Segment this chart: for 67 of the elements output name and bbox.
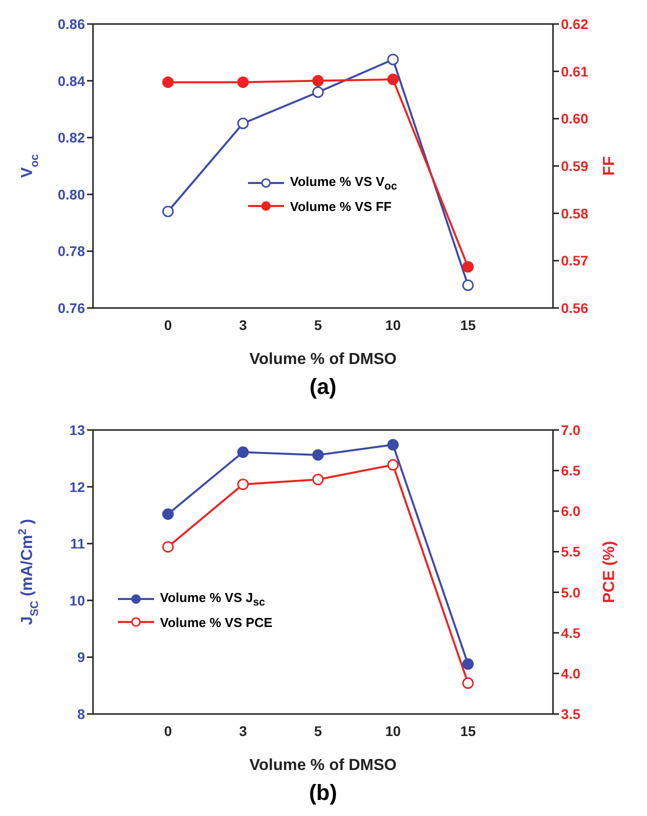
- point: [162, 541, 174, 553]
- x-tick-label: 3: [239, 316, 248, 333]
- point: [237, 478, 249, 490]
- point: [312, 474, 324, 486]
- point: [162, 508, 174, 520]
- point: [312, 75, 324, 87]
- point: [162, 76, 174, 88]
- y-tick-label: 13: [69, 422, 86, 438]
- point: [462, 261, 474, 273]
- y2-tick-label: 0.59: [561, 158, 588, 174]
- y-tick-label: 0.86: [58, 16, 86, 32]
- y-tick-label: 0.80: [58, 186, 86, 202]
- y2-tick-label: 6.0: [561, 503, 581, 520]
- y-tick-label: 11: [70, 536, 86, 552]
- y2-tick-label: 0.57: [561, 252, 588, 269]
- y-tick-label: 0.76: [58, 300, 86, 316]
- y2-tick-label: 5.0: [561, 584, 581, 600]
- y2-tick-label: 0.60: [561, 110, 588, 127]
- text: (b): [308, 780, 338, 806]
- y2-tick-label: 4.0: [561, 665, 581, 682]
- x-tick-label: 10: [385, 722, 401, 739]
- point: [387, 459, 399, 471]
- y-tick-label: 12: [69, 478, 86, 495]
- x-tick-label: 5: [314, 722, 322, 739]
- point: [237, 76, 249, 88]
- point: [462, 677, 474, 689]
- y-tick-label: 0.78: [58, 243, 86, 260]
- y-tick-label: 9: [77, 649, 86, 666]
- y2-axis-title: FF: [601, 156, 618, 176]
- x-axis-title: Volume % of DMSO: [249, 757, 397, 774]
- text: (a): [308, 374, 338, 400]
- point: [162, 206, 174, 218]
- y2-axis-title: PCE (%): [601, 540, 618, 604]
- legend-label: Volume % VS FF: [290, 198, 392, 214]
- y2-tick-label: 7.0: [561, 422, 581, 438]
- x-tick-label: 0: [164, 722, 172, 739]
- x-tick-label: 10: [385, 316, 401, 333]
- legend-label: Volume % VS PCE: [160, 614, 272, 630]
- point: [312, 449, 324, 461]
- y-tick-label: 0.84: [58, 72, 86, 89]
- y2-tick-label: 0.61: [561, 63, 588, 80]
- x-tick-label: 15: [460, 316, 476, 333]
- y2-tick-label: 3.5: [561, 706, 581, 722]
- point: [387, 439, 399, 451]
- y-tick-label: 8: [77, 706, 86, 722]
- legend-label: Volume % VS V$_{oc}$: [290, 174, 398, 193]
- point: [237, 118, 249, 130]
- x-tick-label: 0: [164, 316, 172, 333]
- y2-tick-label: 0.58: [561, 205, 588, 222]
- point: [387, 74, 399, 86]
- x-tick-label: 5: [314, 316, 322, 333]
- x-axis-title: Volume % of DMSO: [249, 351, 397, 368]
- legend-label: Volume % VS J$_{sc}$: [160, 590, 266, 609]
- y-tick-label: 10: [69, 592, 86, 608]
- point: [387, 54, 399, 66]
- point: [462, 280, 474, 292]
- x-tick-label: 15: [460, 722, 476, 739]
- point: [237, 446, 249, 458]
- point: [462, 658, 474, 670]
- y2-tick-label: 4.5: [561, 624, 581, 641]
- x-tick-label: 3: [239, 722, 248, 739]
- point: [312, 86, 324, 98]
- y2-tick-label: 0.56: [561, 300, 588, 316]
- y2-tick-label: 0.62: [561, 16, 588, 32]
- y2-tick-label: 6.5: [561, 462, 581, 479]
- y-tick-label: 0.82: [58, 130, 86, 146]
- y2-tick-label: 5.5: [561, 544, 581, 560]
